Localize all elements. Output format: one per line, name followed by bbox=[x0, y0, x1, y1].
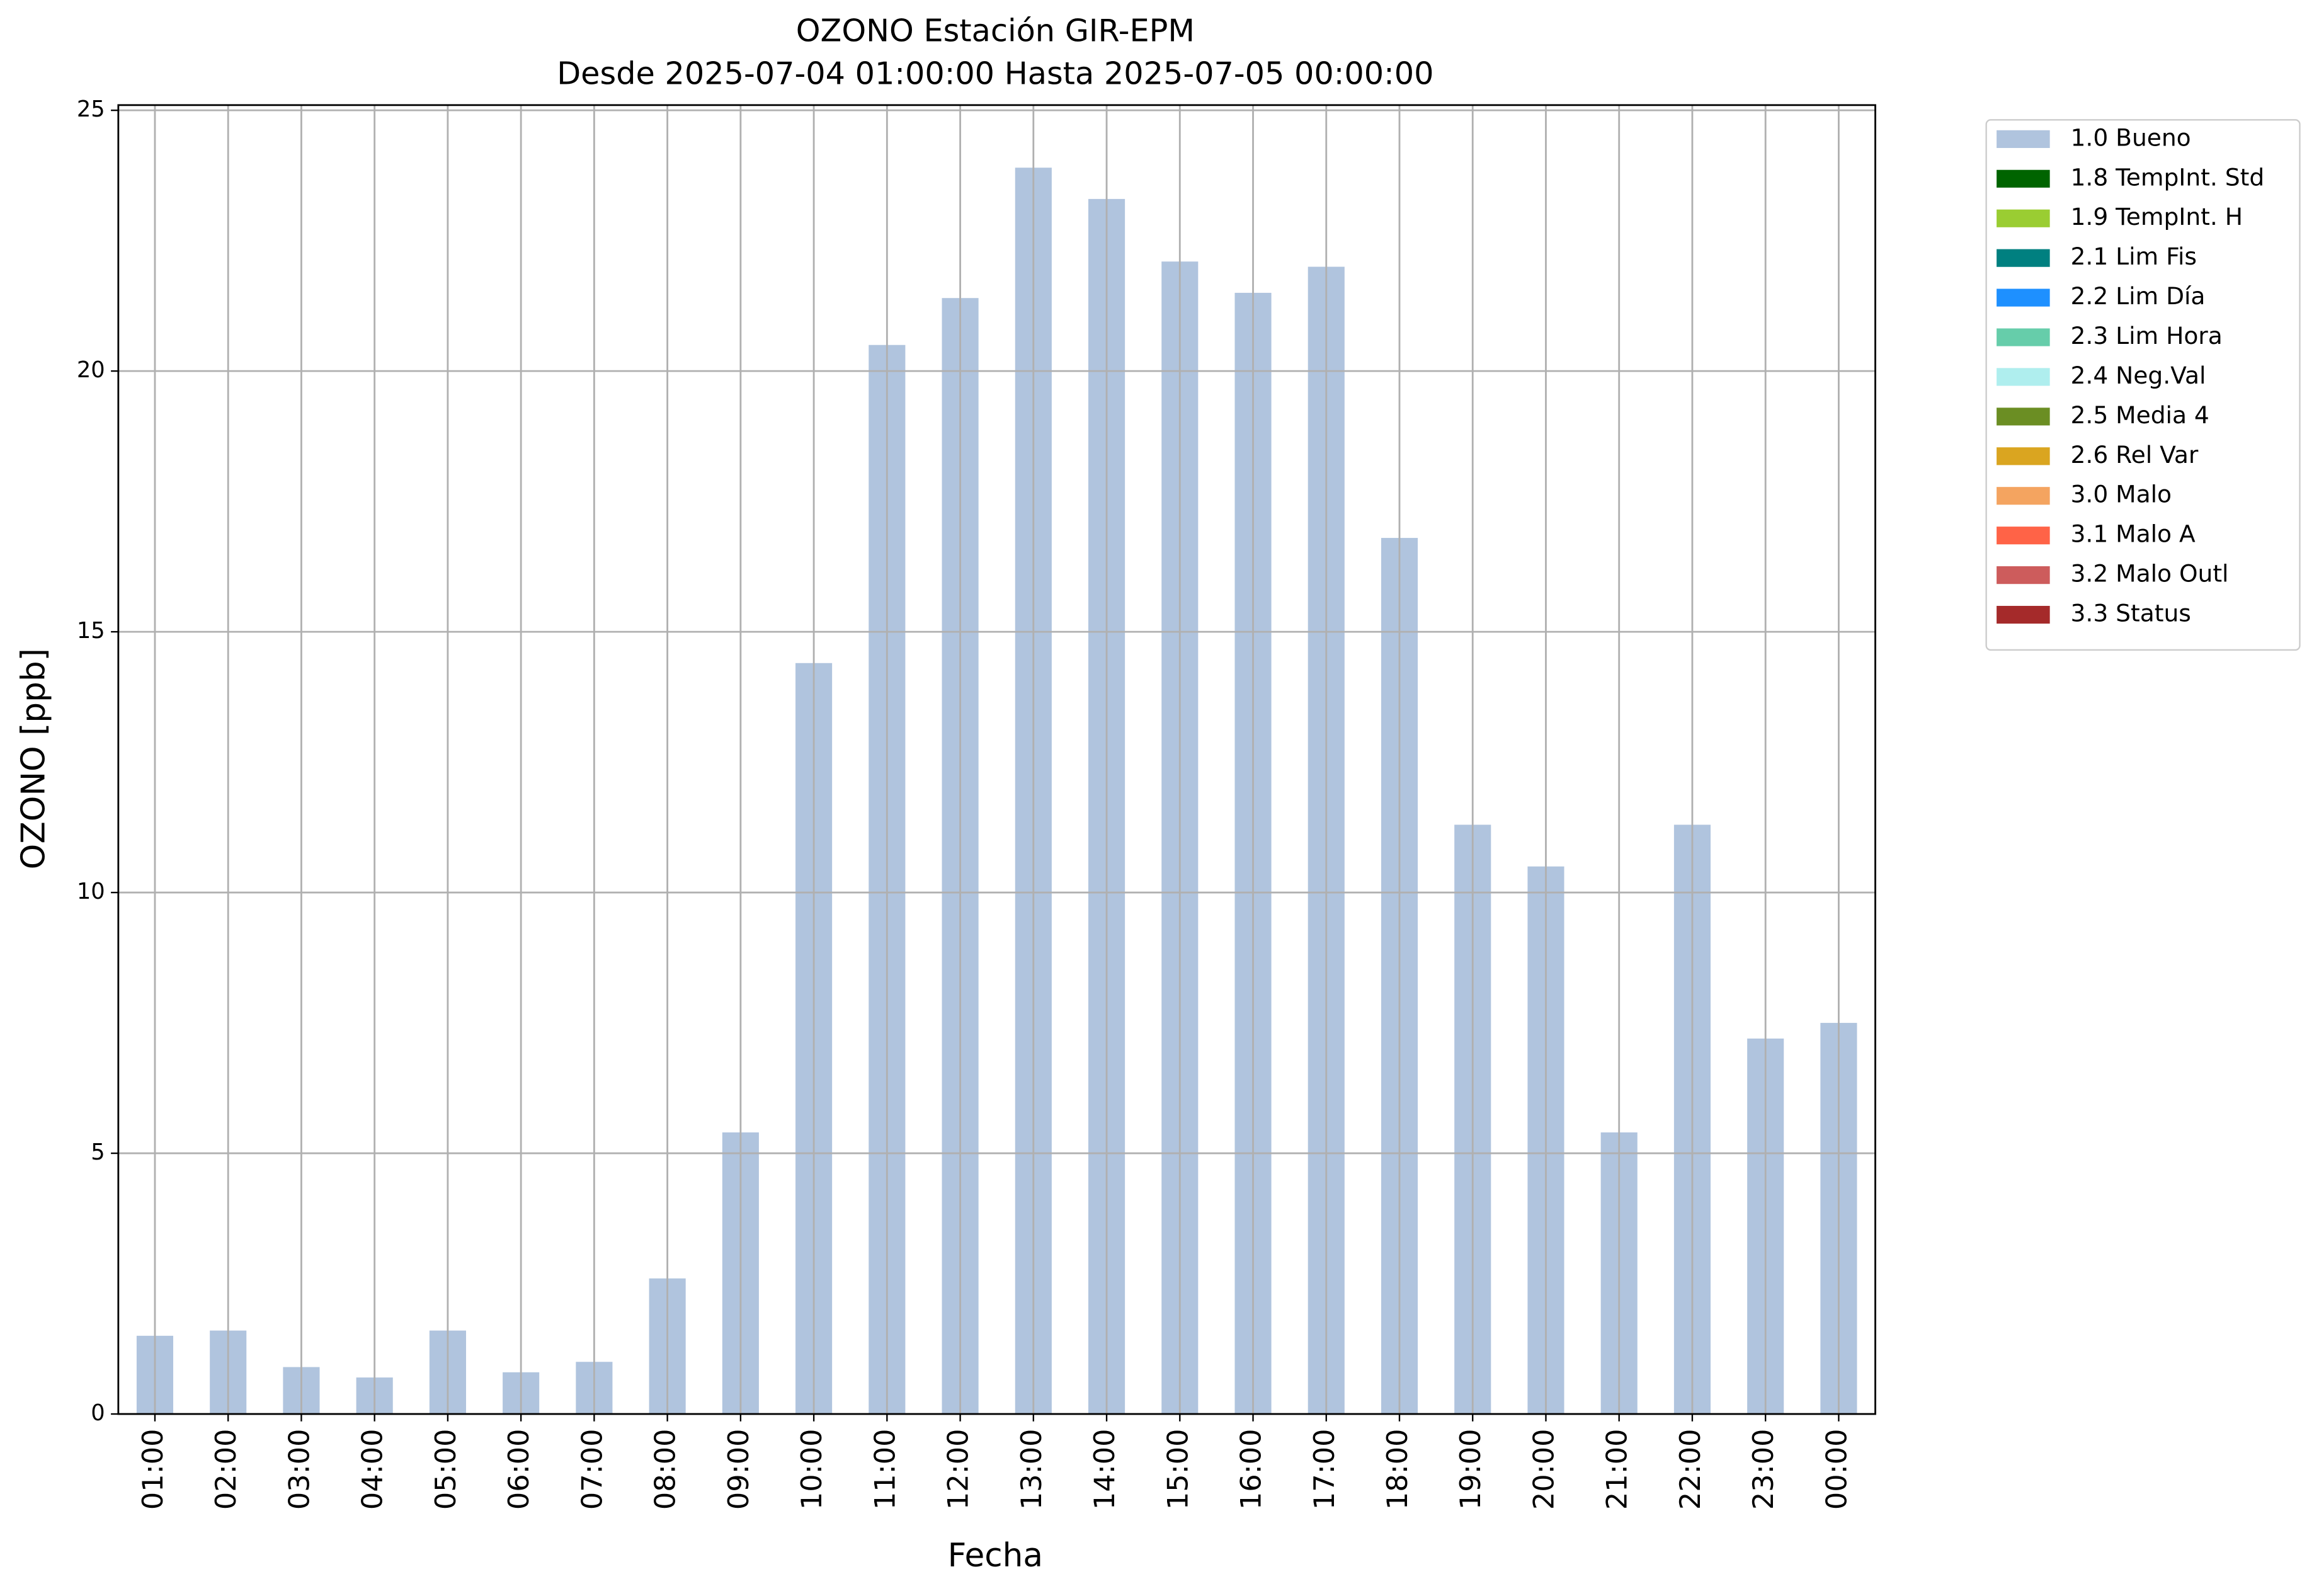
legend-box bbox=[1985, 119, 2301, 651]
legend-swatch bbox=[1997, 566, 2050, 584]
y-tick-label: 15 bbox=[77, 618, 105, 644]
x-tick-label: 07:00 bbox=[576, 1429, 608, 1510]
x-tick-label: 22:00 bbox=[1674, 1429, 1707, 1510]
x-tick-label: 20:00 bbox=[1527, 1429, 1560, 1510]
legend-label: 1.9 TempInt. H bbox=[2071, 203, 2243, 231]
legend-label: 3.0 Malo bbox=[2071, 481, 2172, 508]
x-tick-label: 04:00 bbox=[356, 1429, 389, 1510]
x-axis-label: Fecha bbox=[948, 1537, 1043, 1575]
x-tick-label: 18:00 bbox=[1381, 1429, 1414, 1510]
legend-swatch bbox=[1997, 130, 2050, 148]
legend-swatch bbox=[1997, 328, 2050, 346]
y-axis-label: OZONO [ppb] bbox=[14, 648, 52, 869]
legend-label: 3.1 Malo A bbox=[2071, 520, 2196, 548]
x-tick-label: 13:00 bbox=[1015, 1429, 1048, 1510]
legend-label: 1.0 Bueno bbox=[2071, 123, 2191, 151]
plot-frame bbox=[117, 104, 1876, 1415]
legend-label: 2.3 Lim Hora bbox=[2071, 322, 2223, 350]
y-tick-label: 10 bbox=[77, 879, 105, 904]
legend-swatch bbox=[1997, 209, 2050, 227]
legend-label: 2.5 Media 4 bbox=[2071, 401, 2209, 429]
legend-label: 2.1 Lim Fis bbox=[2071, 242, 2197, 270]
x-tick-label: 14:00 bbox=[1088, 1429, 1121, 1510]
x-tick-label: 11:00 bbox=[869, 1429, 901, 1510]
legend-label: 1.8 TempInt. Std bbox=[2071, 163, 2265, 191]
legend-label: 3.2 Malo Outl bbox=[2071, 560, 2229, 588]
x-tick-label: 12:00 bbox=[942, 1429, 975, 1510]
x-tick-label: 21:00 bbox=[1601, 1429, 1634, 1510]
y-tick-label: 0 bbox=[91, 1400, 105, 1426]
x-tick-label: 06:00 bbox=[503, 1429, 535, 1510]
legend-label: 2.4 Neg.Val bbox=[2071, 362, 2206, 389]
x-tick-label: 16:00 bbox=[1235, 1429, 1268, 1510]
x-tick-label: 09:00 bbox=[722, 1429, 755, 1510]
x-tick-label: 00:00 bbox=[1820, 1429, 1853, 1510]
x-tick-label: 05:00 bbox=[430, 1429, 462, 1510]
legend-swatch bbox=[1997, 408, 2050, 426]
legend-swatch bbox=[1997, 447, 2050, 465]
legend-swatch bbox=[1997, 288, 2050, 307]
legend-swatch bbox=[1997, 249, 2050, 267]
y-tick-label: 20 bbox=[77, 357, 105, 383]
x-tick-label: 17:00 bbox=[1308, 1429, 1341, 1510]
y-tick-label: 25 bbox=[77, 96, 105, 122]
legend-label: 3.3 Status bbox=[2071, 600, 2191, 627]
legend-swatch bbox=[1997, 487, 2050, 505]
x-tick-label: 01:00 bbox=[137, 1429, 169, 1510]
chart-title: OZONO Estación GIR-EPM bbox=[796, 12, 1195, 48]
y-tick-label: 5 bbox=[91, 1139, 105, 1165]
x-tick-label: 02:00 bbox=[210, 1429, 242, 1510]
x-tick-label: 15:00 bbox=[1161, 1429, 1194, 1510]
legend-swatch bbox=[1997, 527, 2050, 545]
legend-swatch bbox=[1997, 169, 2050, 188]
legend-swatch bbox=[1997, 368, 2050, 386]
chart-subtitle: Desde 2025-07-04 01:00:00 Hasta 2025-07-… bbox=[557, 55, 1433, 91]
x-tick-label: 23:00 bbox=[1747, 1429, 1780, 1510]
x-tick-label: 19:00 bbox=[1454, 1429, 1487, 1510]
legend-label: 2.2 Lim Día bbox=[2071, 282, 2206, 310]
x-tick-label: 03:00 bbox=[283, 1429, 316, 1510]
x-tick-label: 10:00 bbox=[795, 1429, 828, 1510]
legend-swatch bbox=[1997, 605, 2050, 624]
legend-label: 2.6 Rel Var bbox=[2071, 441, 2199, 469]
x-tick-label: 08:00 bbox=[649, 1429, 682, 1510]
